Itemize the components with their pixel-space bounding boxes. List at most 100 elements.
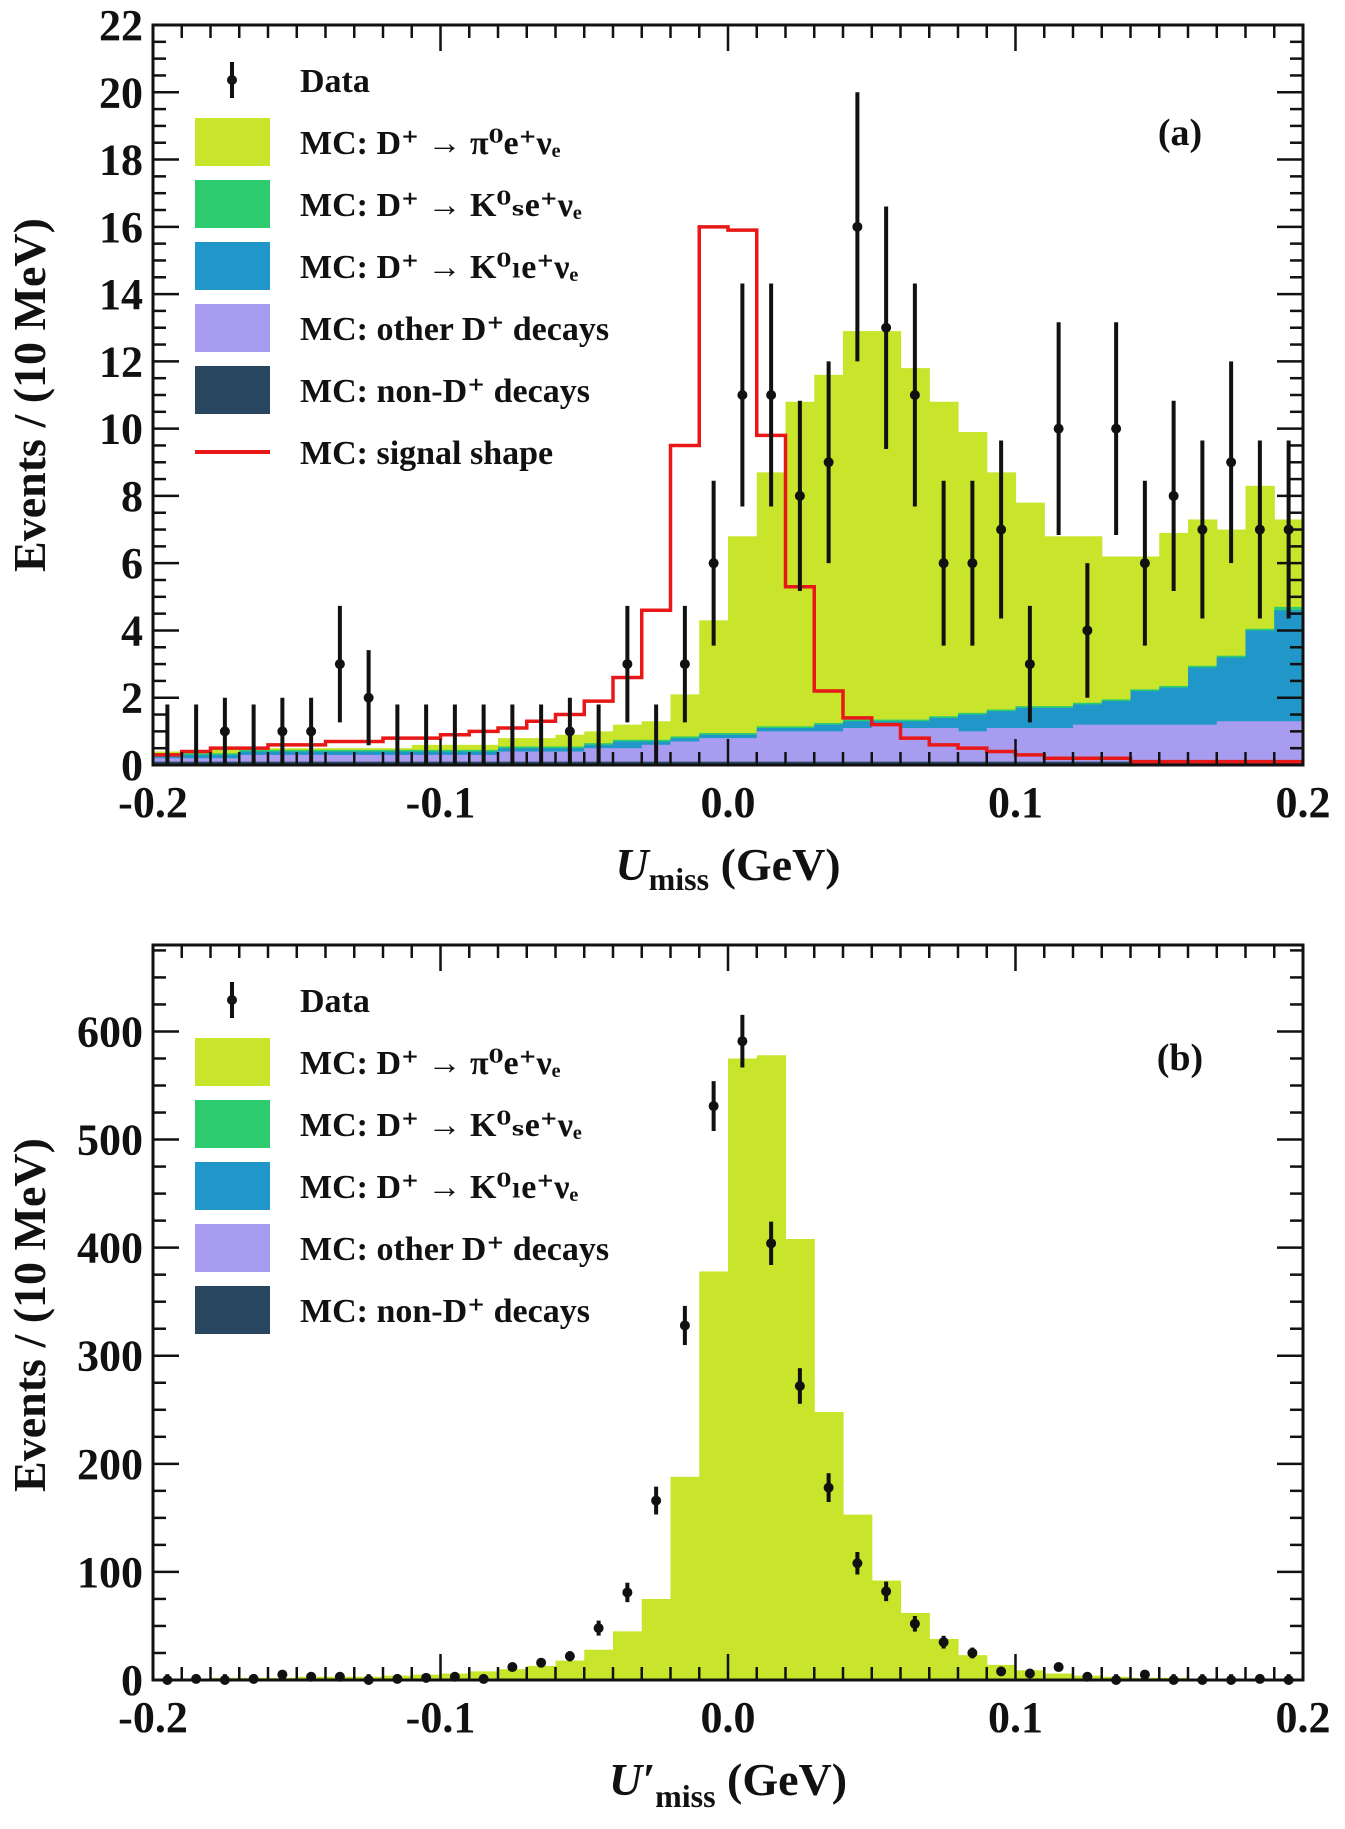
- a-data-point: [1226, 361, 1237, 564]
- b-pi0-bin: [1044, 1673, 1074, 1680]
- b-legend-label: MC: non-D⁺ decays: [300, 1293, 590, 1330]
- a-data-point: [1082, 563, 1093, 698]
- a-legend-entry-signal: MC: signal shape: [195, 435, 553, 472]
- b-pi0-bin: [613, 1631, 643, 1680]
- b-data-point: [1053, 1662, 1064, 1673]
- b-legend-swatch-pi0: [195, 1038, 270, 1086]
- panel-a-xlabel-unit: (GeV): [709, 839, 841, 890]
- b-legend-swatch-other: [195, 1224, 270, 1272]
- panel-a-axes: -0.2 -0.1 0.0 0.1 0.2 0 2 4 6 8 10 12 14 16 18 20 22: [99, 1, 1331, 827]
- b-legend-label: MC: other D⁺ decays: [300, 1231, 609, 1268]
- a-other-bin: [728, 738, 758, 765]
- a-nonD-bin: [785, 761, 815, 765]
- a-data-point: [1283, 440, 1294, 619]
- b-data-point: [679, 1305, 690, 1346]
- a-data-marker: [823, 457, 834, 468]
- a-data-marker: [679, 659, 690, 670]
- b-legend-entry-pi0: MC: D⁺ → π⁰e⁺νₑ: [195, 1038, 561, 1086]
- b-pi0-bin: [728, 1058, 758, 1680]
- a-ytick-label: 2: [121, 674, 143, 723]
- b-pi0-bin: [958, 1655, 988, 1680]
- a-nonD-bin: [728, 761, 758, 765]
- a-nonD-bin: [354, 761, 384, 765]
- b-xtick-label: 0.2: [1276, 1693, 1331, 1742]
- a-other-bin: [1216, 721, 1247, 765]
- a-data-marker: [794, 490, 805, 501]
- a-data-point: [996, 440, 1007, 619]
- b-legend-swatch-nonD: [195, 1286, 270, 1334]
- a-legend-entry-data: Data: [227, 62, 370, 100]
- b-data-marker: [823, 1482, 834, 1493]
- a-data-point: [363, 650, 374, 746]
- b-ytick-label: 500: [77, 1116, 143, 1165]
- a-data-point: [938, 480, 949, 646]
- b-data-point: [967, 1647, 978, 1659]
- b-legend-data-marker: [227, 995, 237, 1005]
- a-data-point: [277, 697, 288, 765]
- a-other-bin: [843, 728, 873, 765]
- a-pi0-bin: [728, 536, 758, 765]
- a-data-marker: [708, 558, 719, 569]
- a-data-point: [823, 361, 834, 564]
- b-data-marker: [737, 1036, 748, 1047]
- a-data-marker: [1024, 659, 1035, 670]
- a-data-marker: [1283, 524, 1294, 535]
- a-other-bin: [670, 741, 700, 765]
- a-data-marker: [1111, 423, 1122, 434]
- b-legend-entry-other: MC: other D⁺ decays: [195, 1224, 609, 1272]
- b-data-marker: [967, 1647, 978, 1658]
- a-nonD-bin: [613, 761, 643, 765]
- a-other-bin: [785, 731, 815, 765]
- a-nonD-bin: [900, 761, 930, 765]
- a-nonD-bin: [325, 761, 355, 765]
- a-nonD-bin: [1073, 761, 1103, 765]
- b-legend-swatch-ks: [195, 1100, 270, 1148]
- b-pi0-bin: [670, 1476, 700, 1680]
- a-data-marker: [363, 692, 374, 703]
- b-data-marker: [708, 1101, 719, 1112]
- a-legend-data-marker: [227, 75, 237, 85]
- b-data-marker: [622, 1587, 633, 1598]
- b-data-point: [852, 1552, 863, 1575]
- a-legend-label: MC: D⁺ → K⁰ₗe⁺νₑ: [300, 249, 578, 286]
- b-pi0-bin: [756, 1055, 787, 1680]
- a-data-point: [306, 697, 317, 765]
- panel-a-xlabel: Umiss (GeV): [615, 839, 840, 897]
- a-data-marker: [1053, 423, 1064, 434]
- b-data-point: [823, 1473, 834, 1503]
- b-pi0-bin: [843, 1514, 873, 1680]
- a-data-point: [1024, 605, 1035, 723]
- a-other-bin: [1274, 721, 1303, 765]
- a-nonD-bin: [1044, 761, 1074, 765]
- a-ytick-label: 18: [99, 136, 143, 185]
- a-other-bin: [1159, 724, 1189, 765]
- b-data-point: [622, 1582, 633, 1603]
- a-ytick-label: 6: [121, 539, 143, 588]
- panel-a-ylabel: Events / (10 MeV): [4, 218, 55, 572]
- panel-b-axes: -0.2 -0.1 0.0 0.1 0.2 0 100 200 300 400 500 600: [77, 943, 1331, 1742]
- b-data-point: [1024, 1668, 1035, 1679]
- panel-b-histograms: [153, 1055, 1303, 1680]
- a-data-marker: [1197, 524, 1208, 535]
- b-data-marker: [852, 1558, 863, 1569]
- a-data-point: [737, 283, 748, 507]
- a-data-point: [967, 480, 978, 646]
- a-data-point: [1168, 400, 1179, 592]
- a-data-marker: [852, 221, 863, 232]
- a-data-marker: [766, 390, 777, 400]
- a-data-point: [1197, 440, 1208, 619]
- a-data-marker: [737, 390, 748, 400]
- b-data-point: [593, 1620, 604, 1636]
- a-other-bin: [900, 728, 930, 765]
- b-data-marker: [996, 1666, 1007, 1677]
- b-data-marker: [651, 1495, 662, 1506]
- b-pi0-bin: [526, 1665, 557, 1680]
- a-xtick-label: -0.2: [118, 778, 188, 827]
- a-other-bin: [613, 748, 643, 765]
- b-data-marker: [1139, 1669, 1150, 1680]
- panel-a-legend: Data MC: D⁺ → π⁰e⁺νₑ MC: D⁺ → K⁰ₛe⁺νₑ MC: D…: [195, 62, 609, 472]
- panel-a-xlabel-var: U: [615, 839, 651, 890]
- a-legend-label: MC: D⁺ → K⁰ₛe⁺νₑ: [300, 187, 582, 224]
- a-data-marker: [277, 726, 288, 737]
- a-nonD-bin: [1101, 761, 1132, 765]
